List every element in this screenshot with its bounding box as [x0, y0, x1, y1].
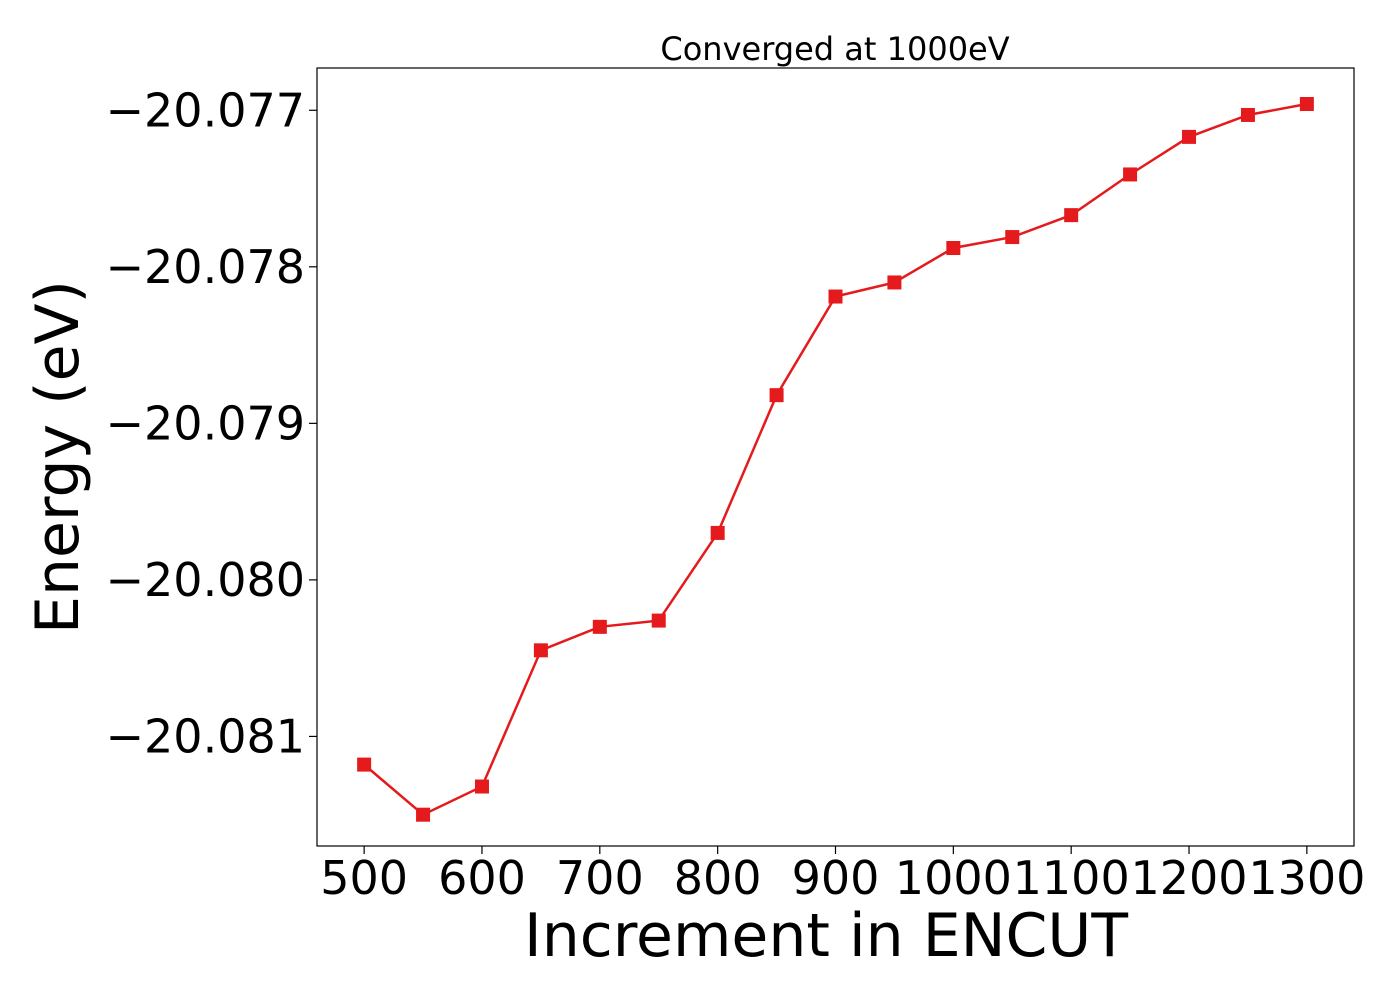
- data-point: [1299, 97, 1314, 112]
- x-tick-label: 500: [320, 851, 408, 905]
- data-point: [710, 525, 725, 540]
- x-tick-label: 800: [674, 851, 762, 905]
- plot-frame: [316, 67, 1355, 847]
- data-point: [533, 643, 548, 658]
- data-point: [1123, 167, 1138, 182]
- data-point: [474, 779, 489, 794]
- y-tick-label: −20.080: [106, 553, 306, 607]
- data-point: [1005, 230, 1020, 245]
- data-point: [1182, 129, 1197, 144]
- y-tick-label: −20.078: [106, 240, 306, 294]
- x-axis-label: Increment in ENCUT: [524, 901, 1128, 971]
- data-point: [946, 241, 961, 256]
- data-point: [1240, 107, 1255, 122]
- data-point: [1064, 208, 1079, 223]
- data-point: [769, 388, 784, 403]
- data-point: [592, 619, 607, 634]
- x-axis-ticks: 500 600 700 800 900 1000 1100 1200 1300: [320, 846, 1365, 905]
- x-tick-label: 600: [438, 851, 526, 905]
- data-point: [357, 757, 372, 772]
- x-tick-label: 1300: [1248, 851, 1365, 905]
- series-line: [363, 102, 1308, 817]
- y-tick-label: −20.079: [106, 396, 306, 450]
- y-tick-label: −20.077: [106, 83, 306, 137]
- series-layer: [357, 97, 1314, 822]
- y-tick-label: −20.081: [106, 709, 306, 763]
- data-point: [887, 275, 902, 290]
- data-point: [828, 289, 843, 304]
- x-tick-label: 700: [556, 851, 644, 905]
- y-axis-ticks: −20.081 −20.080 −20.079 −20.078 −20.077: [106, 83, 317, 763]
- x-tick-label: 1100: [1013, 851, 1130, 905]
- x-tick-label: 900: [792, 851, 880, 905]
- x-tick-label: 1000: [895, 851, 1012, 905]
- plot-area: 500 600 700 800 900 1000 1100 1200 1300 −20.081−…: [106, 67, 1365, 905]
- y-axis-label: Energy (eV): [23, 280, 93, 634]
- chart-title: Converged at 1000eV: [660, 30, 1009, 68]
- data-point: [651, 613, 666, 628]
- x-tick-label: 1200: [1130, 851, 1247, 905]
- data-point: [416, 807, 431, 822]
